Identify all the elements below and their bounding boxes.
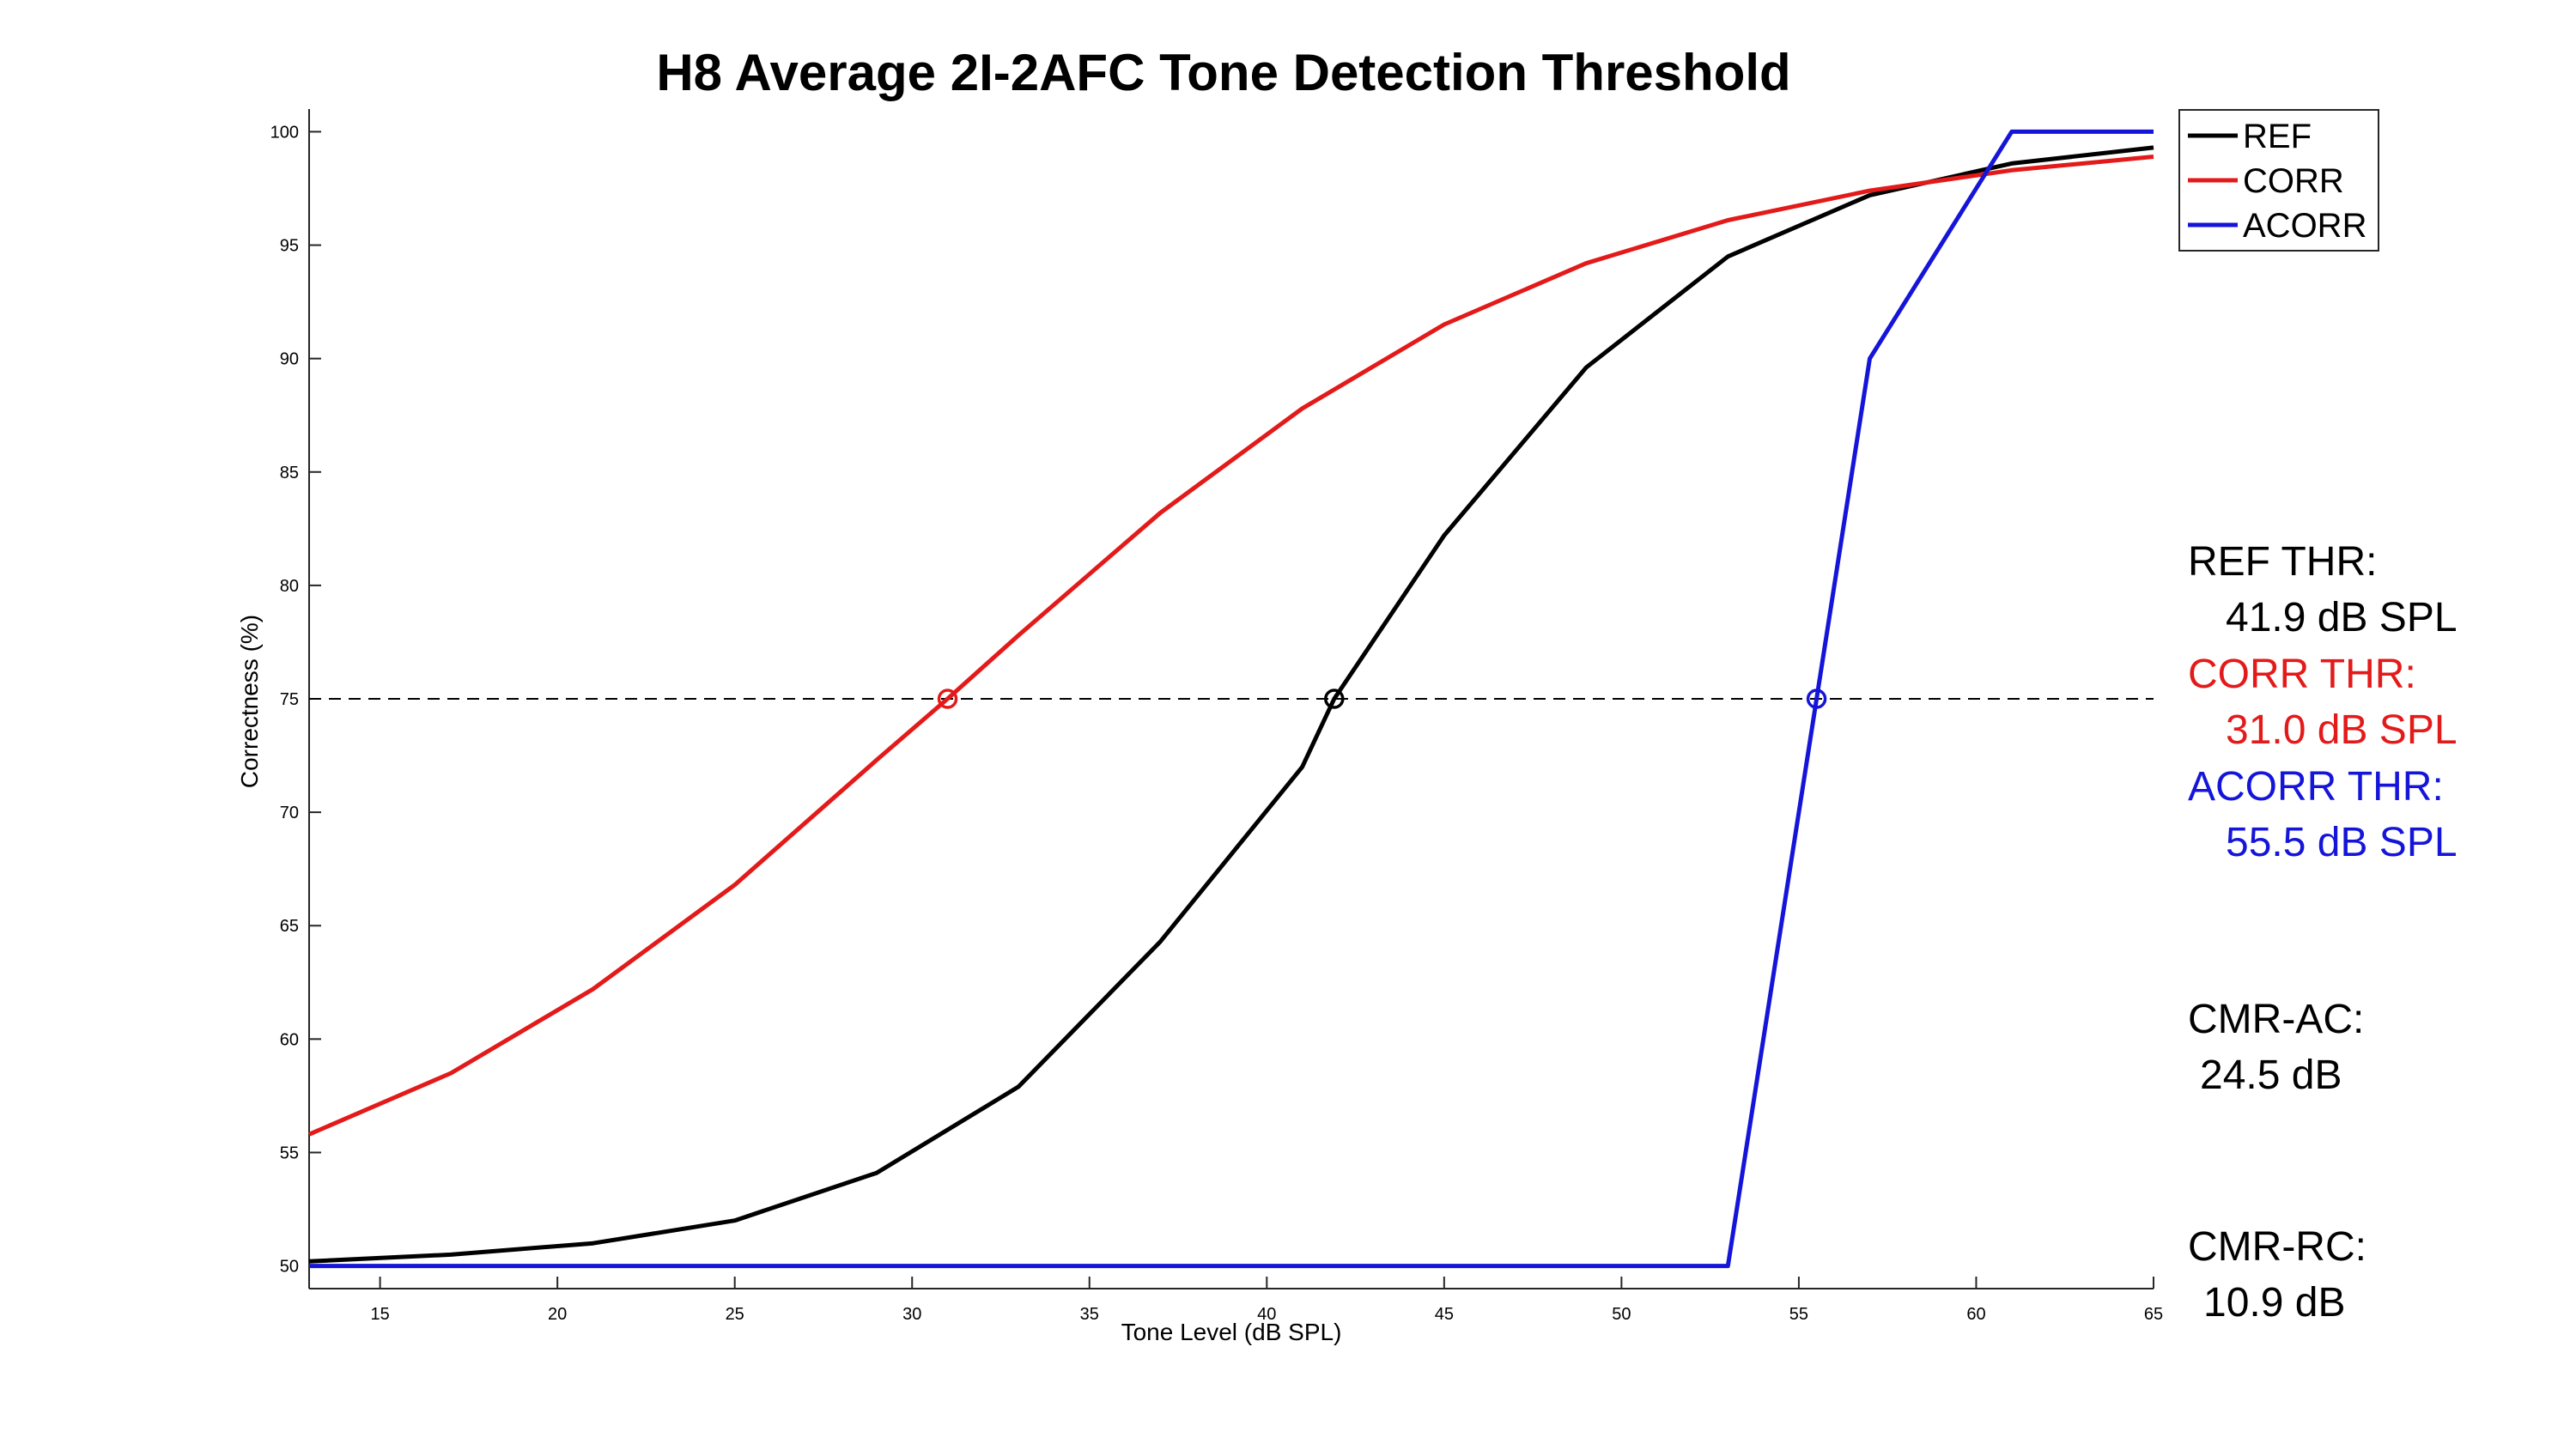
y-tick-label: 90 xyxy=(280,350,299,369)
y-tick-label: 60 xyxy=(280,1030,299,1049)
series-line-corr xyxy=(308,155,2154,1137)
x-tick-label: 45 xyxy=(1435,1305,1454,1324)
annotation-value: 55.5 dB SPL xyxy=(2226,820,2458,865)
chart-title: H8 Average 2I-2AFC Tone Detection Thresh… xyxy=(656,44,1790,101)
legend-label-corr: CORR xyxy=(2243,162,2344,200)
annotation-value: 41.9 dB SPL xyxy=(2226,595,2458,640)
x-tick-label: 55 xyxy=(1789,1305,1808,1324)
x-tick-label: 20 xyxy=(548,1305,567,1324)
y-tick-label: 80 xyxy=(280,577,299,596)
y-tick-label: 85 xyxy=(280,464,299,482)
threshold-annotations: REF THR: 41.9 dB SPL CORR THR: 31.0 dB SPL A… xyxy=(2188,539,2458,1326)
x-tick-label: 35 xyxy=(1080,1305,1099,1324)
annotation-label: CMR-AC: xyxy=(2188,997,2364,1042)
x-tick-label: 15 xyxy=(370,1305,389,1324)
series-line-acorr xyxy=(309,129,2154,1269)
x-tick-label: 25 xyxy=(726,1305,744,1324)
y-tick-label: 100 xyxy=(270,123,299,142)
x-tick-label: 30 xyxy=(902,1305,921,1324)
annotation-label: ACORR THR: xyxy=(2188,764,2444,810)
annotation-value: 31.0 dB SPL xyxy=(2226,707,2458,753)
annotation-value: 24.5 dB xyxy=(2200,1053,2342,1098)
y-tick-label: 65 xyxy=(280,917,299,936)
y-tick-label: 95 xyxy=(280,237,299,256)
y-tick-label: 70 xyxy=(280,804,299,822)
x-tick-label: 50 xyxy=(1612,1305,1631,1324)
x-tick-label: 40 xyxy=(1257,1305,1276,1324)
y-tick-label: 50 xyxy=(280,1258,299,1277)
series-line-ref xyxy=(308,145,2154,1264)
threshold-marker-corr xyxy=(937,689,958,709)
legend-label-acorr: ACORR xyxy=(2243,207,2366,245)
annotation-label: CORR THR: xyxy=(2188,652,2416,697)
annotation-value: 10.9 dB xyxy=(2203,1280,2345,1326)
threshold-marker-ref xyxy=(1324,689,1345,709)
annotation-label: CMR-RC: xyxy=(2188,1224,2366,1270)
x-tick-label: 65 xyxy=(2144,1305,2163,1324)
legend-label-ref: REF xyxy=(2243,118,2312,155)
x-tick-label: 60 xyxy=(1966,1305,1985,1324)
annotation-label: REF THR: xyxy=(2188,539,2377,585)
x-axis-label: Tone Level (dB SPL) xyxy=(1121,1319,1342,1345)
plot-area: 15 20 25 30 35 40 45 50 55 60 65 50 55 60 65 70 75 80 85 90… xyxy=(270,109,2163,1324)
y-axis-label: Correctness (%) xyxy=(236,615,263,788)
y-tick-label: 75 xyxy=(280,690,299,709)
y-tick-label: 55 xyxy=(280,1144,299,1162)
threshold-marker-acorr xyxy=(1806,689,1827,709)
legend: REF CORR ACORR xyxy=(2178,109,2379,252)
